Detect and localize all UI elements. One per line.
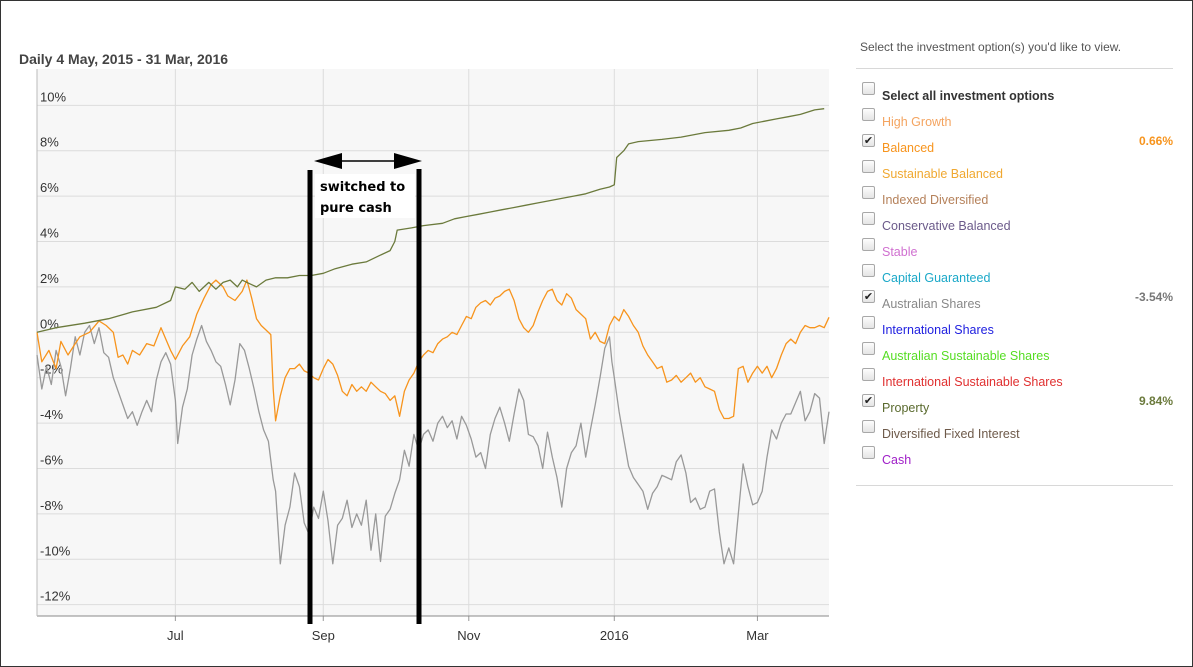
series-line-australian-shares: [36, 324, 830, 565]
option-label: Capital Guaranteed: [882, 271, 991, 285]
y-tick-label: -2%: [40, 362, 64, 377]
investment-option-stable[interactable]: Stable: [862, 237, 1173, 260]
investment-option-australian-sustainable-shares[interactable]: Australian Sustainable Shares: [862, 341, 1173, 364]
performance-chart: 10%8%6%4%2%0%-2%-4%-6%-8%-10%-12%Jul Sep N…: [36, 69, 830, 643]
option-label: Select all investment options: [882, 89, 1055, 103]
option-label: Cash: [882, 453, 912, 467]
y-tick-label: -4%: [40, 407, 64, 422]
checkbox-unchecked[interactable]: [862, 159, 875, 173]
checkbox-unchecked[interactable]: [862, 185, 875, 199]
option-label: International Sustainable Shares: [882, 375, 1063, 389]
investment-option-diversified-fixed-interest[interactable]: Diversified Fixed Interest: [862, 419, 1173, 442]
annotation-arrow-head-right: [394, 153, 422, 169]
investment-option-cash[interactable]: Cash: [862, 445, 1173, 468]
investment-option-high-growth[interactable]: High Growth: [862, 107, 1173, 130]
annotation-arrow-head-left: [314, 153, 342, 169]
x-tick-label: Mar: [746, 628, 769, 643]
series-line-balanced: [36, 279, 830, 422]
option-label: Indexed Diversified: [882, 193, 989, 207]
x-tick-label: Jul: [167, 628, 184, 643]
y-tick-label: -6%: [40, 452, 64, 467]
investment-option-australian-shares[interactable]: ✔ Australian Shares -3.54%: [862, 289, 1173, 312]
chart-title: Daily 4 May, 2015 - 31 Mar, 2016: [19, 51, 229, 67]
plot-area: [37, 69, 829, 616]
y-tick-label: -12%: [40, 589, 71, 604]
investment-option-select-all-investment-options[interactable]: Select all investment options: [862, 81, 1173, 104]
option-return-value: 0.66%: [1138, 134, 1173, 148]
checkbox-unchecked[interactable]: [862, 81, 875, 95]
investment-option-sustainable-balanced[interactable]: Sustainable Balanced: [862, 159, 1173, 182]
panel-instructions: Select the investment option(s) you'd li…: [860, 40, 1122, 54]
x-tick-label: 2016: [600, 628, 629, 643]
investment-option-capital-guaranteed[interactable]: Capital Guaranteed: [862, 263, 1173, 286]
option-label: Conservative Balanced: [882, 219, 1011, 233]
investment-option-international-sustainable-shares[interactable]: International Sustainable Shares: [862, 367, 1173, 390]
panel-divider-top: [856, 68, 1173, 69]
y-tick-label: -8%: [40, 498, 64, 513]
checkbox-unchecked[interactable]: [862, 341, 875, 355]
option-label: Australian Shares: [882, 297, 981, 311]
annotation-text-line2: pure cash: [320, 201, 392, 216]
checkbox-unchecked[interactable]: [862, 107, 875, 121]
checkbox-checked[interactable]: ✔: [862, 133, 875, 147]
y-tick-label: 6%: [40, 180, 59, 195]
checkbox-unchecked[interactable]: [862, 263, 875, 277]
investment-option-international-shares[interactable]: International Shares: [862, 315, 1173, 338]
y-tick-label: 10%: [40, 89, 66, 104]
option-label: High Growth: [882, 115, 952, 129]
investment-option-property[interactable]: ✔ Property 9.84%: [862, 393, 1173, 416]
checkbox-unchecked[interactable]: [862, 419, 875, 433]
y-tick-label: 2%: [40, 271, 59, 286]
option-label: Australian Sustainable Shares: [882, 349, 1050, 363]
checkbox-unchecked[interactable]: [862, 211, 875, 225]
annotation-text-line1: switched to: [320, 180, 405, 195]
panel-divider-bottom: [856, 485, 1173, 486]
investment-option-conservative-balanced[interactable]: Conservative Balanced: [862, 211, 1173, 234]
option-return-value: -3.54%: [1134, 290, 1173, 304]
option-label: Property: [882, 401, 930, 415]
investment-option-balanced[interactable]: ✔ Balanced 0.66%: [862, 133, 1173, 156]
y-tick-label: 8%: [40, 135, 59, 150]
option-return-value: 9.84%: [1138, 394, 1173, 408]
checkbox-unchecked[interactable]: [862, 367, 875, 381]
checkbox-unchecked[interactable]: [862, 237, 875, 251]
option-label: Diversified Fixed Interest: [882, 427, 1020, 441]
x-tick-label: Sep: [312, 628, 335, 643]
option-label: International Shares: [882, 323, 994, 337]
checkbox-unchecked[interactable]: [862, 445, 875, 459]
x-tick-label: Nov: [457, 628, 481, 643]
investment-options-panel: Select the investment option(s) you'd li…: [848, 0, 1173, 667]
checkbox-unchecked[interactable]: [862, 315, 875, 329]
option-label: Balanced: [882, 141, 935, 155]
annotation-label-box: [315, 174, 415, 218]
investment-option-indexed-diversified[interactable]: Indexed Diversified: [862, 185, 1173, 208]
y-tick-label: 4%: [40, 225, 59, 240]
option-label: Stable: [882, 245, 918, 259]
checkbox-checked[interactable]: ✔: [862, 393, 875, 407]
checkbox-checked[interactable]: ✔: [862, 289, 875, 303]
option-label: Sustainable Balanced: [882, 167, 1003, 181]
y-tick-label: -10%: [40, 543, 71, 558]
